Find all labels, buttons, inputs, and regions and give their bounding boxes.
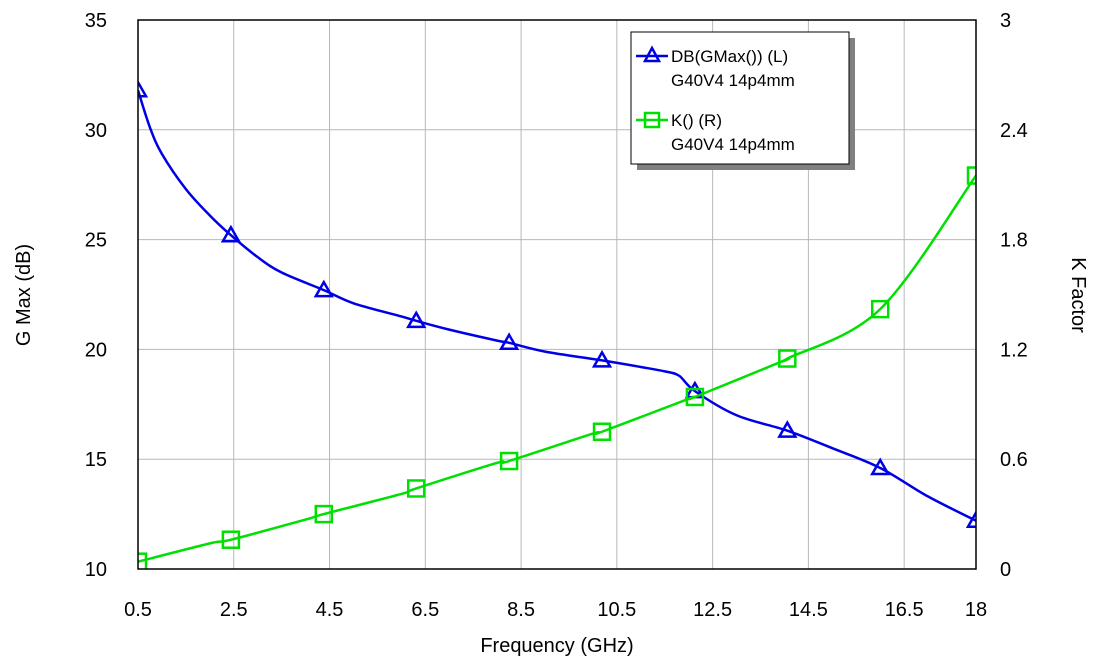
legend-label-k: K() (R) — [671, 111, 722, 130]
y-left-tick-label: 25 — [85, 230, 107, 252]
x-tick-label: 16.5 — [885, 599, 924, 621]
data-point-gmax — [777, 420, 798, 438]
series-line — [138, 174, 976, 563]
y-left-tick-label: 10 — [85, 559, 107, 581]
data-point-gmax — [870, 457, 891, 476]
y-left-axis-title: G Max (dB) — [13, 244, 35, 346]
data-point-gmax — [591, 349, 613, 368]
y-right-tick-label: 2.4 — [1000, 120, 1028, 142]
data-point-k — [138, 552, 148, 569]
legend-box — [630, 31, 850, 165]
data-point-gmax — [313, 279, 334, 298]
plot-frame — [137, 19, 977, 570]
legend-sub-k: G40V4 14p4mm — [671, 135, 795, 154]
data-point-gmax — [220, 224, 242, 243]
series-layer — [138, 79, 976, 569]
y-left-tick-label: 35 — [85, 10, 107, 32]
data-point-k — [966, 166, 976, 185]
data-point-k — [499, 451, 519, 471]
data-point-k — [685, 387, 705, 407]
y-left-tick-label: 30 — [85, 120, 107, 142]
tick-labels: 0.5 2.5 4.5 6.5 8.5 10.5 12.5 14.5 16.5 18 10 15 20 2… — [85, 10, 1028, 621]
y-right-axis-title: K Factor — [1067, 257, 1089, 333]
x-tick-label: 10.5 — [597, 599, 636, 621]
data-point-k — [314, 504, 334, 524]
y-right-tick-label: 1.2 — [1000, 339, 1028, 361]
x-tick-label: 4.5 — [316, 599, 344, 621]
data-point-k — [870, 299, 890, 319]
data-point-k — [406, 479, 426, 498]
data-point-gmax — [138, 79, 149, 98]
x-tick-label: 18 — [965, 599, 987, 621]
y-right-tick-label: 3 — [1000, 10, 1011, 32]
series-line — [138, 89, 976, 522]
x-axis-title: Frequency (GHz) — [480, 635, 633, 657]
legend-marker-gmax — [642, 45, 662, 63]
data-point-gmax — [965, 510, 976, 528]
data-point-gmax — [498, 332, 520, 351]
data-point-k — [221, 530, 241, 549]
y-left-tick-label: 15 — [85, 449, 107, 471]
y-right-tick-label: 0.6 — [1000, 449, 1028, 471]
data-point-k — [778, 349, 797, 368]
legend-marker-k — [643, 111, 661, 129]
legend: DB(GMax()) (L) G40V4 14p4mm K() (R) G40V… — [630, 31, 855, 170]
y-right-tick-label: 0 — [1000, 559, 1011, 581]
data-point-gmax — [406, 310, 427, 329]
legend-sub-gmax: G40V4 14p4mm — [671, 71, 795, 90]
series-k-factor — [138, 166, 976, 569]
x-tick-label: 0.5 — [124, 599, 152, 621]
x-tick-label: 6.5 — [411, 599, 439, 621]
legend-label-gmax: DB(GMax()) (L) — [671, 47, 788, 66]
y-right-tick-label: 1.8 — [1000, 230, 1028, 252]
x-tick-label: 14.5 — [789, 599, 828, 621]
x-tick-label: 8.5 — [507, 599, 535, 621]
x-tick-label: 2.5 — [220, 599, 248, 621]
data-point-k — [592, 422, 612, 441]
y-left-tick-label: 20 — [85, 339, 107, 361]
x-tick-label: 12.5 — [693, 599, 732, 621]
